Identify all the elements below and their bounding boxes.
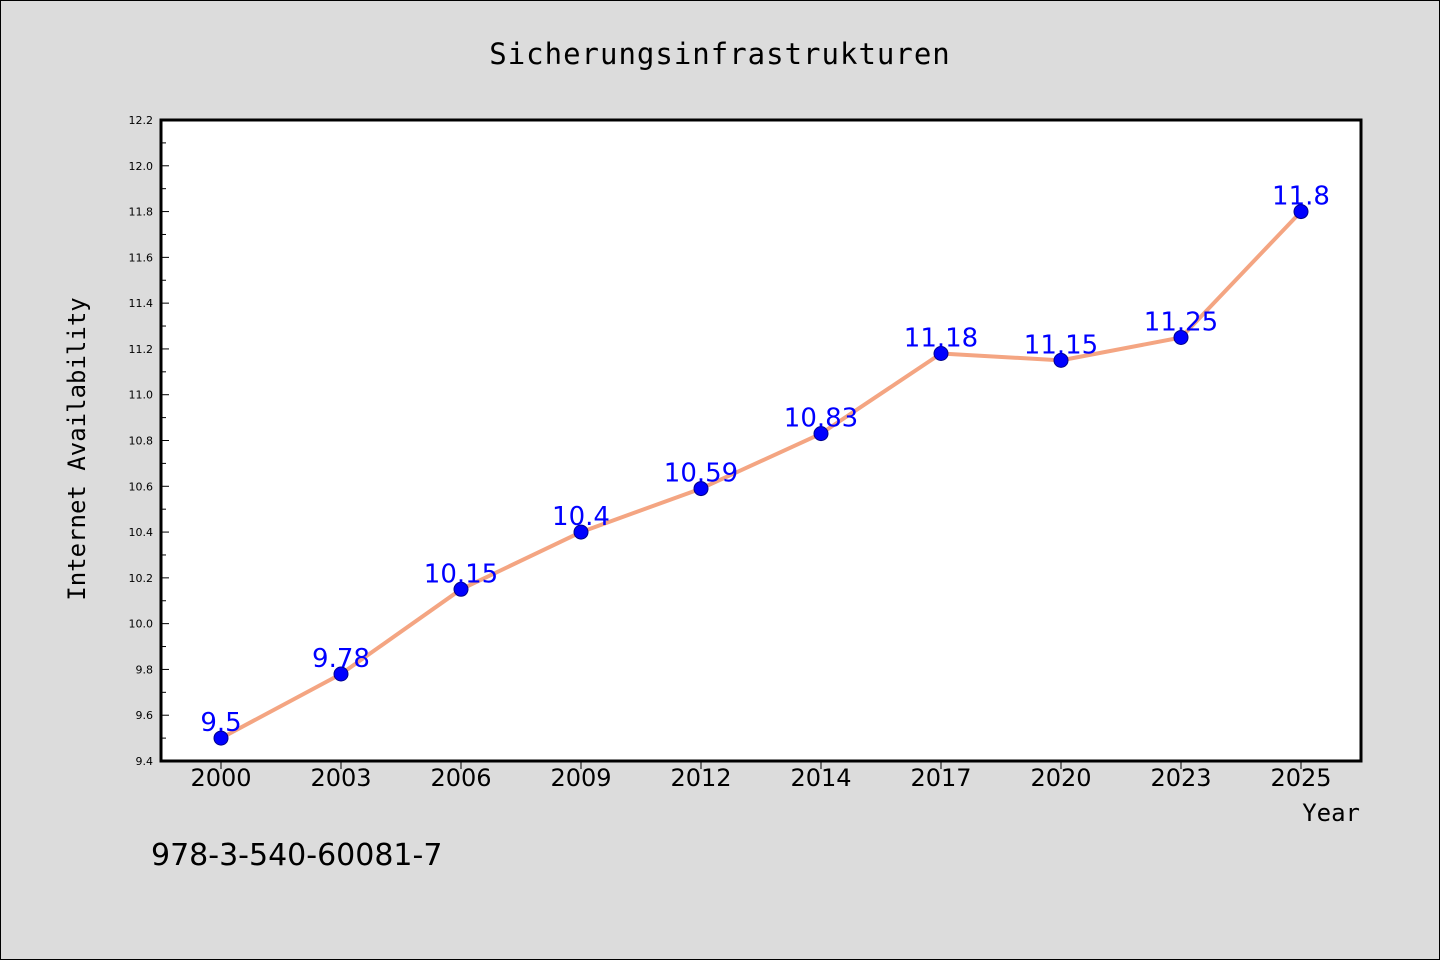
y-tick-label: 9.4: [136, 755, 154, 768]
x-tick-label: 2003: [310, 764, 371, 792]
y-tick-label: 11.8: [129, 206, 154, 219]
series-markers: [213, 204, 1309, 746]
x-tick-label: 2025: [1270, 764, 1331, 792]
y-tick-label: 12.0: [129, 160, 154, 173]
data-point: [813, 426, 829, 442]
data-label: 9.78: [312, 644, 370, 674]
data-point: [453, 581, 469, 597]
y-axis: 9.4 9.6 9.8 10.0 10.2 10.4 10.6 10.8 11.0 11.2 11.…: [129, 114, 169, 768]
data-label: 10.59: [664, 459, 738, 489]
y-tick-label: 11.2: [129, 343, 154, 356]
y-tick-label: 11.6: [129, 251, 154, 264]
y-tick-label: 10.2: [129, 572, 154, 585]
data-label: 11.15: [1024, 330, 1098, 360]
x-tick-label: 2020: [1030, 764, 1091, 792]
x-tick-label: 2006: [430, 764, 491, 792]
y-tick-label: 9.8: [136, 663, 154, 676]
plot-frame: [159, 118, 1363, 763]
chart-title: Sicherungsinfrastrukturen: [489, 37, 951, 71]
data-label: 11.18: [904, 324, 978, 354]
plot-area: [161, 120, 1361, 761]
data-label: 9.5: [200, 708, 241, 738]
y-tick-label: 11.4: [129, 297, 154, 310]
data-point: [693, 481, 709, 497]
y-tick-label: 10.0: [129, 618, 154, 631]
data-point: [333, 666, 349, 682]
data-point: [1293, 204, 1309, 220]
data-point: [1173, 329, 1189, 345]
x-tick-label: 2012: [670, 764, 731, 792]
x-axis: 2000 2003 2006 2009 2012 2014 2017 2020 2023 2025: [190, 761, 1332, 792]
data-point: [1053, 352, 1069, 368]
data-point: [213, 730, 229, 746]
y-axis-label: Internet Availability: [63, 297, 91, 600]
x-tick-label: 2009: [550, 764, 611, 792]
y-tick-label: 9.6: [136, 709, 154, 722]
data-label: 10.4: [552, 502, 610, 532]
y-tick-label: 12.2: [129, 114, 154, 127]
data-label: 10.15: [424, 559, 498, 589]
y-tick-label: 10.8: [129, 435, 154, 448]
x-axis-label: Year: [1302, 799, 1360, 827]
series-line: [219, 209, 1303, 741]
footer-isbn: 978-3-540-60081-7: [151, 838, 442, 873]
y-tick-label: 10.4: [129, 526, 154, 539]
data-point: [573, 524, 589, 540]
data-label: 11.8: [1272, 182, 1330, 212]
data-point: [933, 346, 949, 362]
data-label: 10.83: [784, 404, 858, 434]
x-tick-label: 2000: [190, 764, 251, 792]
x-tick-label: 2023: [1150, 764, 1211, 792]
y-tick-label: 11.0: [129, 389, 154, 402]
data-label: 11.25: [1144, 307, 1218, 337]
data-labels: 9.5 9.78 10.15 10.4 10.59 10.83 11.18 11.15 11.2…: [200, 182, 1330, 739]
y-tick-label: 10.6: [129, 480, 154, 493]
x-tick-label: 2017: [910, 764, 971, 792]
x-tick-label: 2014: [790, 764, 851, 792]
